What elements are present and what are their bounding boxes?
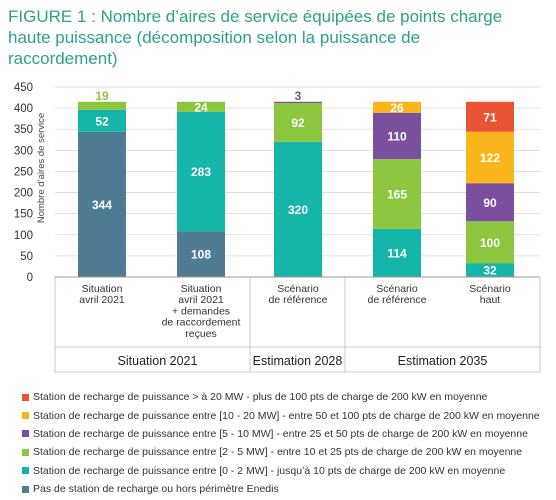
legend-item: Station de recharge de puissance > à 20 … — [22, 388, 540, 406]
y-tick-label: 400 — [14, 103, 33, 115]
y-tick-label: 450 — [14, 82, 33, 94]
bar-segment — [373, 101, 421, 113]
bar-segment — [177, 231, 225, 277]
y-tick-label: 200 — [14, 188, 33, 200]
bar-segment — [466, 221, 514, 264]
x-tick-label: Scénario — [469, 283, 511, 295]
legend-label: Station de recharge de puissance entre [… — [33, 409, 540, 422]
y-tick-label: 50 — [20, 251, 33, 263]
data-label: 52 — [95, 114, 109, 128]
bar-segment — [177, 111, 225, 232]
legend-label: Station de recharge de puissance entre [… — [33, 427, 528, 440]
bar-segment — [466, 263, 514, 277]
bar-segment — [373, 228, 421, 277]
y-axis-label: Nombre d’aires de service — [36, 113, 47, 223]
y-tick-label: 300 — [14, 145, 33, 157]
legend-swatch — [22, 412, 29, 420]
legend-swatch — [22, 448, 29, 456]
bar-segment — [466, 183, 514, 222]
y-tick-label: 100 — [14, 230, 33, 242]
data-label: 19 — [95, 89, 109, 103]
data-label: 26 — [390, 101, 404, 115]
data-label: 320 — [288, 203, 308, 217]
data-label: 108 — [191, 248, 211, 262]
x-tick-label: Scénario — [376, 283, 418, 295]
y-tick-label: 350 — [14, 124, 33, 136]
data-label: 32 — [483, 264, 497, 278]
legend-item: Pas de station de recharge ou hors périm… — [22, 480, 540, 498]
data-label: 283 — [191, 165, 211, 179]
bar-segment — [466, 101, 514, 132]
data-label: 90 — [483, 196, 497, 210]
legend-item: Station de recharge de puissance entre [… — [22, 443, 540, 461]
data-label: 24 — [194, 100, 208, 114]
legend-label: Station de recharge de puissance entre [… — [33, 446, 523, 459]
x-tick-label: Situation — [82, 283, 123, 295]
bar-segment — [177, 101, 225, 112]
bar-segment — [78, 101, 126, 110]
legend-item: Station de recharge de puissance entre [… — [22, 406, 540, 424]
data-label: 92 — [291, 116, 305, 130]
chart-title: FIGURE 1 : Nombre d’aires de service équ… — [8, 7, 503, 68]
bar-segment — [274, 103, 322, 142]
data-label: 122 — [480, 151, 500, 165]
y-tick-label: 150 — [14, 209, 33, 221]
data-label: 110 — [387, 129, 407, 143]
legend-item: Station de recharge de puissance entre [… — [22, 462, 540, 480]
legend-label: Station de recharge de puissance entre [… — [33, 464, 506, 477]
legend-swatch — [22, 430, 29, 438]
data-label: 100 — [480, 236, 500, 250]
data-label: 165 — [387, 188, 407, 202]
x-tick-label: de raccordement — [162, 317, 241, 329]
x-axis-groups: Situation 2021 Estimation 2028 Estimation … — [118, 354, 488, 368]
group-label: Estimation 2028 — [253, 354, 343, 368]
data-label: 344 — [92, 198, 112, 212]
bar-segment — [78, 131, 126, 277]
x-tick-label: Situation — [181, 283, 222, 295]
x-tick-label: avril 2021 — [79, 294, 125, 306]
legend-swatch — [22, 485, 29, 493]
data-label: 114 — [387, 246, 407, 260]
legend-swatch — [22, 467, 29, 475]
x-tick-label: avril 2021 — [178, 294, 224, 306]
data-label: 71 — [483, 110, 497, 124]
legend-swatch — [22, 393, 29, 401]
x-tick-label: haut — [480, 294, 501, 306]
stacked-bar-chart: 0 50 100 150 200 250 300 350 400 450 Nombre d’air… — [14, 82, 541, 373]
group-label: Estimation 2035 — [398, 354, 488, 368]
bar-segment — [78, 109, 126, 132]
bar-segment — [274, 101, 322, 104]
legend-label: Station de recharge de puissance > à 20 … — [33, 391, 488, 404]
group-label: Situation 2021 — [118, 354, 198, 368]
y-axis: 0 50 100 150 200 250 300 350 400 450 — [14, 82, 33, 284]
x-tick-label: de référence — [269, 294, 328, 306]
bar-segment — [373, 112, 421, 160]
x-tick-label: reçues — [185, 328, 217, 340]
x-tick-label: de référence — [368, 294, 427, 306]
y-tick-label: 250 — [14, 166, 33, 178]
legend-label: Pas de station de recharge ou hors périm… — [33, 483, 279, 496]
x-tick-label: + demandes — [172, 305, 230, 317]
x-tick-label: Scénario — [277, 283, 319, 295]
legend-item: Station de recharge de puissance entre [… — [22, 425, 540, 443]
data-label: 3 — [295, 89, 302, 103]
bars: 344 52 19 108 283 24 320 92 3 114 165 110 26 32 100 90 1… — [78, 89, 514, 278]
bar-segment — [274, 141, 322, 277]
bar-segment — [373, 159, 421, 229]
legend: Station de recharge de puissance > à 20 … — [22, 388, 540, 498]
y-tick-label: 0 — [27, 272, 33, 284]
bar-segment — [466, 131, 514, 184]
